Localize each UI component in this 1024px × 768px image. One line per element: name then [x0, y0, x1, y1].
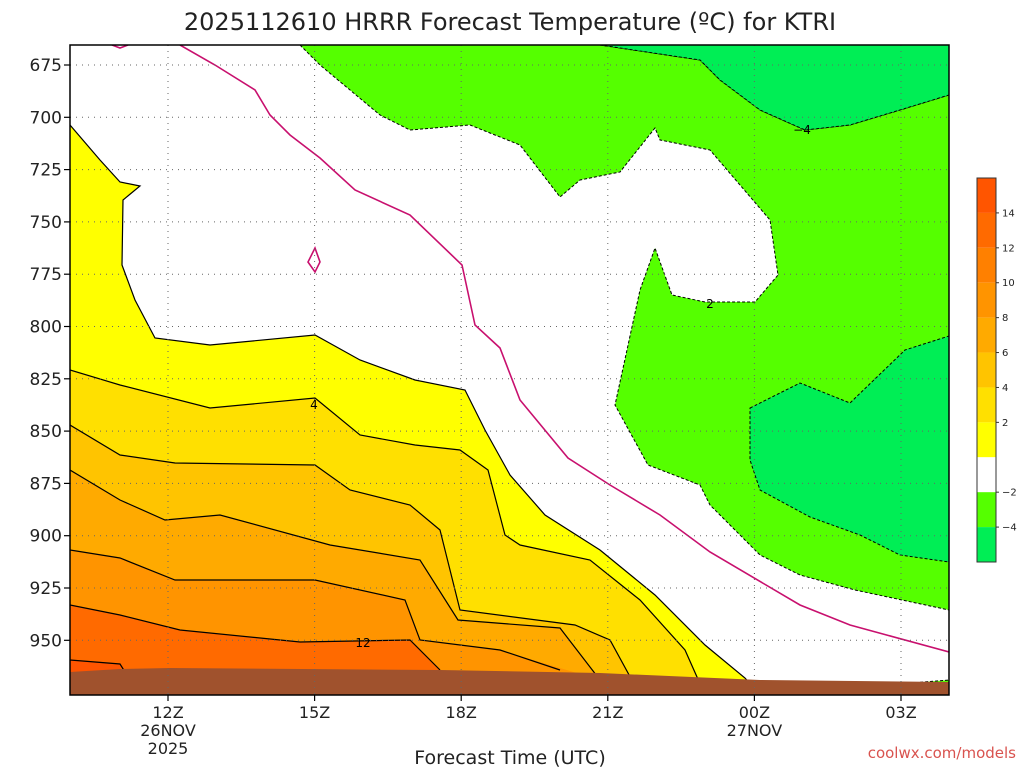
y-tick-label: 950	[30, 631, 62, 651]
colorbar-frame	[976, 177, 997, 563]
x-tick-label: 00Z	[739, 703, 770, 722]
colorbar-bin	[977, 387, 996, 423]
colorbar-bin	[977, 457, 996, 493]
contour-line-12	[70, 604, 441, 671]
contour-line-6	[70, 424, 641, 695]
plot-area	[70, 45, 949, 695]
x-tick-label: 18Z	[446, 703, 477, 722]
contour-line-4	[70, 369, 706, 695]
grid	[70, 45, 949, 695]
contour-label-minus4: −4	[793, 123, 811, 137]
x-tick-sublabel: 2025	[148, 739, 189, 758]
colorbar-bin	[977, 352, 996, 388]
contour-label-4: 4	[310, 398, 318, 412]
x-tick-label: 12Z	[152, 703, 183, 722]
colorbar-bin	[977, 247, 996, 283]
colorbar-bin	[977, 492, 996, 528]
colorbar-tick-label: 2	[1002, 418, 1008, 429]
colorbar-tick-label: 4	[1002, 383, 1008, 394]
colorbar-bin	[977, 282, 996, 318]
colorbar-bin	[977, 527, 996, 562]
contour-line-8	[70, 469, 601, 681]
contour-label-2: 2	[706, 297, 714, 311]
y-tick-label: 825	[30, 370, 62, 390]
credit-text: coolwx.com/models	[868, 744, 1016, 762]
y-tick-label: 725	[30, 161, 62, 181]
band-green-pocket-lower	[749, 335, 949, 563]
y-tick-label: 900	[30, 527, 62, 547]
y-tick-label: 800	[30, 318, 62, 338]
x-tick-label: 15Z	[299, 703, 330, 722]
colorbar-tick-label: 10	[1002, 278, 1015, 289]
y-tick-label: 850	[30, 422, 62, 442]
y-tick-label: 875	[30, 474, 62, 494]
contour-line-yellow	[70, 124, 761, 695]
x-tick-sublabel: 27NOV	[727, 721, 783, 740]
colorbar-bin	[977, 212, 996, 248]
colorbar-tick-label: 8	[1002, 313, 1008, 324]
contour-line-10	[70, 549, 561, 671]
y-tick-label: 750	[30, 213, 62, 233]
colorbar-tick-label: −4	[1002, 523, 1017, 534]
x-axis-label: Forecast Time (UTC)	[414, 747, 605, 768]
colorbar-tick-label: −2	[1002, 488, 1017, 499]
band-green-cold-pocket	[599, 45, 949, 131]
y-tick-label: 700	[30, 108, 62, 128]
y-tick-label: 775	[30, 265, 62, 285]
chart-title: 2025112610 HRRR Forecast Temperature (ºC…	[184, 8, 836, 36]
x-tick-sublabel: 26NOV	[140, 721, 196, 740]
zero-isotherm-loop	[307, 245, 321, 274]
x-tick-label: 03Z	[885, 703, 916, 722]
x-tick-label: 21Z	[592, 703, 623, 722]
zero-isotherm-top	[111, 45, 129, 49]
colorbar: 14 12 10 8 6 4 2 −2 −4	[976, 177, 1017, 563]
y-tick-label: 925	[30, 579, 62, 599]
zero-isotherm	[179, 45, 949, 653]
colorbar-tick-label: 14	[1002, 208, 1015, 219]
colorbar-tick-label: 6	[1002, 348, 1008, 359]
colorbar-tick-label: 12	[1002, 243, 1015, 254]
plot-frame	[69, 44, 950, 696]
y-axis: 675 700 725 750 775 800 825 850 875 900 925 950	[30, 56, 70, 651]
y-tick-label: 675	[30, 56, 62, 76]
contour-label-12: 12	[355, 636, 370, 650]
colorbar-bin	[977, 317, 996, 353]
colorbar-bin	[977, 422, 996, 458]
colorbar-bin	[977, 178, 996, 213]
terrain	[70, 668, 949, 695]
